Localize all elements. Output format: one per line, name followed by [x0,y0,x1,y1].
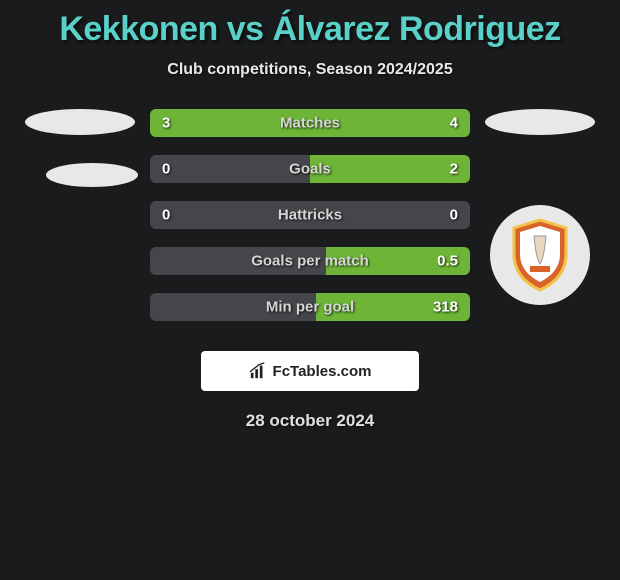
stat-label: Min per goal [266,299,354,316]
comparison-card: Kekkonen vs Álvarez Rodriguez Club compe… [0,0,620,441]
stat-value-right: 0 [450,207,458,224]
page-title: Kekkonen vs Álvarez Rodriguez [20,10,600,49]
subtitle: Club competitions, Season 2024/2025 [20,61,600,79]
stat-value-right: 0.5 [437,253,458,270]
stat-row: 3 Matches 4 [150,109,470,137]
left-player-col [20,109,140,215]
club-shield-icon [508,218,572,292]
player-a-photo-placeholder [25,109,135,135]
stat-row: Min per goal 318 [150,293,470,321]
stat-value-left: 0 [162,161,170,178]
player-b-club-badge [490,205,590,305]
brand-text: FcTables.com [273,363,372,380]
stat-label: Goals [289,161,331,178]
stat-label: Goals per match [251,253,369,270]
content-row: 3 Matches 4 0 Goals 2 0 Hattricks 0 Goals per mat… [20,109,600,339]
stat-value-right: 2 [450,161,458,178]
stat-row: 0 Goals 2 [150,155,470,183]
stat-label: Matches [280,115,340,132]
stat-label: Hattricks [278,207,342,224]
stat-value-right: 318 [433,299,458,316]
player-a-club-placeholder [46,163,138,187]
stat-row: Goals per match 0.5 [150,247,470,275]
player-b-photo-placeholder [485,109,595,135]
brand-badge: FcTables.com [201,351,419,391]
date-text: 28 october 2024 [20,411,600,431]
stat-value-right: 4 [450,115,458,132]
stat-fill-left [150,109,288,137]
stat-value-left: 0 [162,207,170,224]
stat-fill-right [310,155,470,183]
stat-value-left: 3 [162,115,170,132]
stats-column: 3 Matches 4 0 Goals 2 0 Hattricks 0 Goals per mat… [140,109,480,339]
chart-icon [249,362,267,380]
right-player-col [480,109,600,305]
stat-row: 0 Hattricks 0 [150,201,470,229]
